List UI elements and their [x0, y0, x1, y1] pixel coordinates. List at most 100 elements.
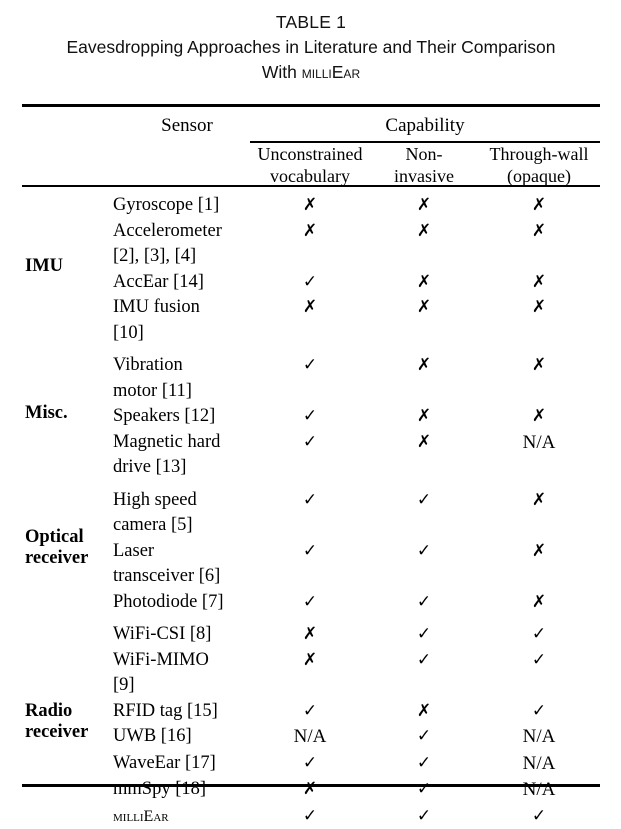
sensor-name-cell: Photodiode [7]: [22, 590, 250, 616]
check-icon: ✓: [303, 806, 317, 826]
check-icon: ✓: [303, 272, 317, 292]
sensor-name-line: [2], [3], [4]: [113, 244, 250, 270]
sensor-name-cell: AccEar [14]: [22, 270, 250, 296]
capability-cell-non-invasive: ✓: [370, 488, 478, 514]
cross-icon: ✗: [532, 297, 546, 317]
cross-icon: ✗: [303, 297, 317, 317]
cross-icon: ✗: [303, 624, 317, 644]
check-icon: ✓: [303, 432, 317, 452]
sensor-name-cell: Speakers [12]: [22, 404, 250, 430]
header-col-unconstrained-vocabulary: Unconstrained vocabulary: [250, 143, 370, 187]
sensor-name-line: Magnetic hard: [113, 430, 250, 456]
sensor-name-cell: Accelerometer[2], [3], [4]: [22, 219, 250, 270]
capability-cell-non-invasive: ✓: [370, 590, 478, 616]
sensor-name-line: milliEar: [113, 804, 250, 829]
sensor-name-line: mmSpy [18]: [113, 777, 250, 803]
capability-cell-unconstrained-vocabulary: ✓: [250, 699, 370, 725]
capability-cell-through-wall: N/A: [478, 777, 600, 804]
table-row: UWB [16]N/A✓N/A: [22, 724, 600, 751]
comparison-table: Sensor Capability Unconstrained vocabula…: [22, 104, 600, 829]
capability-cell-unconstrained-vocabulary: ✓: [250, 430, 370, 456]
capability-cell-non-invasive: ✓: [370, 622, 478, 648]
capability-cell-through-wall: ✗: [478, 488, 600, 514]
header-col3-line1: Through-wall: [478, 143, 600, 165]
sensor-name-line: [9]: [113, 673, 250, 699]
capability-cell-through-wall: ✓: [478, 804, 600, 829]
check-icon: ✓: [417, 650, 431, 670]
caption-with-prefix: With: [262, 62, 302, 82]
table-number: TABLE 1: [22, 10, 600, 35]
capability-cell-non-invasive: ✓: [370, 777, 478, 803]
sensor-name-line: AccEar [14]: [113, 270, 250, 296]
capability-cell-unconstrained-vocabulary: ✗: [250, 219, 370, 245]
capability-cell-through-wall: ✗: [478, 353, 600, 379]
check-icon: ✓: [417, 806, 431, 826]
capability-cell-non-invasive: ✓: [370, 804, 478, 829]
table-row: WiFi-MIMO[9]✗✓✓: [22, 648, 600, 699]
check-icon: ✓: [417, 490, 431, 510]
capability-cell-through-wall: ✗: [478, 219, 600, 245]
header-col1-line2: vocabulary: [250, 165, 370, 187]
table-row: RFID tag [15]✓✗✓: [22, 699, 600, 725]
not-applicable-text: N/A: [523, 726, 556, 747]
capability-cell-through-wall: N/A: [478, 430, 600, 457]
caption-system-name: milliEar: [302, 62, 360, 82]
check-icon: ✓: [303, 355, 317, 375]
capability-cell-through-wall: ✗: [478, 539, 600, 565]
check-icon: ✓: [417, 726, 431, 746]
table-header: Sensor Capability Unconstrained vocabula…: [22, 107, 600, 185]
capability-cell-through-wall: ✓: [478, 648, 600, 674]
capability-cell-non-invasive: ✗: [370, 430, 478, 456]
check-icon: ✓: [303, 406, 317, 426]
not-applicable-text: N/A: [523, 753, 556, 774]
cross-icon: ✗: [532, 592, 546, 612]
header-subcolumns: Unconstrained vocabulary Non- invasive T…: [250, 143, 600, 187]
header-col-through-wall: Through-wall (opaque): [478, 143, 600, 187]
cross-icon: ✗: [417, 406, 431, 426]
table-row: milliEar ✓ ✓ ✓: [22, 804, 600, 829]
capability-cell-unconstrained-vocabulary: ✗: [250, 648, 370, 674]
check-icon: ✓: [303, 701, 317, 721]
capability-cell-non-invasive: ✓: [370, 648, 478, 674]
cross-icon: ✗: [303, 195, 317, 215]
capability-cell-through-wall: ✗: [478, 193, 600, 219]
cross-icon: ✗: [417, 195, 431, 215]
check-icon: ✓: [417, 541, 431, 561]
sensor-name-cell: WiFi-CSI [8]: [22, 622, 250, 648]
capability-cell-through-wall: ✗: [478, 270, 600, 296]
capability-cell-unconstrained-vocabulary: ✓: [250, 404, 370, 430]
header-col-non-invasive: Non- invasive: [370, 143, 478, 187]
capability-cell-through-wall: ✓: [478, 622, 600, 648]
check-icon: ✓: [303, 490, 317, 510]
capability-cell-non-invasive: ✓: [370, 724, 478, 750]
capability-cell-non-invasive: ✗: [370, 219, 478, 245]
not-applicable-text: N/A: [294, 726, 327, 747]
sensor-name-line: Accelerometer: [113, 219, 250, 245]
table-caption-line1: Eavesdropping Approaches in Literature a…: [22, 35, 600, 60]
not-applicable-text: N/A: [523, 779, 556, 800]
cross-icon: ✗: [417, 432, 431, 452]
check-icon: ✓: [303, 541, 317, 561]
check-icon: ✓: [532, 624, 546, 644]
sensor-name-line: camera [5]: [113, 513, 250, 539]
header-sensor: Sensor: [127, 115, 247, 137]
cross-icon: ✗: [303, 650, 317, 670]
capability-cell-unconstrained-vocabulary: ✗: [250, 777, 370, 803]
capability-cell-unconstrained-vocabulary: ✓: [250, 804, 370, 829]
cross-icon: ✗: [532, 272, 546, 292]
cross-icon: ✗: [303, 779, 317, 799]
capability-cell-through-wall: N/A: [478, 751, 600, 778]
capability-cell-unconstrained-vocabulary: ✓: [250, 488, 370, 514]
capability-cell-non-invasive: ✗: [370, 353, 478, 379]
capability-cell-through-wall: ✓: [478, 699, 600, 725]
